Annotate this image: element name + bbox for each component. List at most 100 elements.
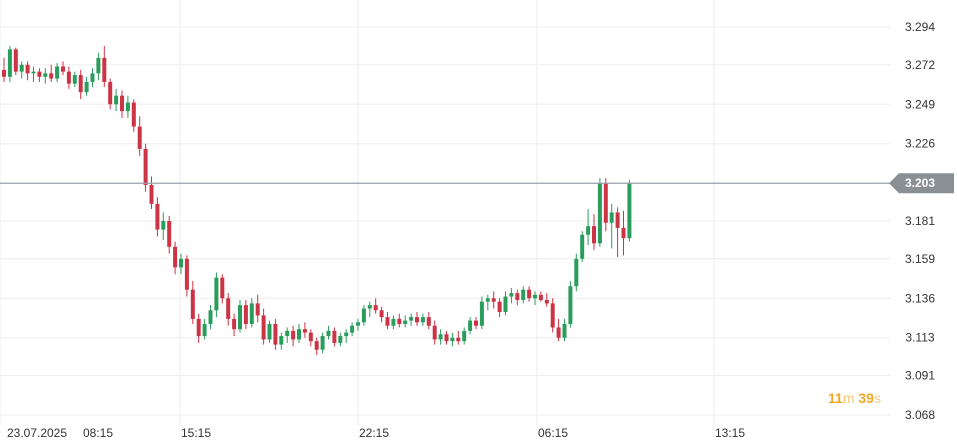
candle-body bbox=[580, 234, 585, 259]
candle-bearish bbox=[308, 329, 313, 347]
candle-body bbox=[397, 318, 402, 325]
candle-body bbox=[25, 64, 30, 74]
candle-bullish bbox=[326, 325, 331, 340]
candle-body bbox=[66, 71, 71, 84]
candle-body bbox=[550, 303, 555, 328]
candle-bearish bbox=[621, 210, 626, 256]
candle-body bbox=[238, 305, 242, 330]
candle-bearish bbox=[397, 313, 402, 328]
candle-body bbox=[332, 330, 337, 343]
candle-body bbox=[120, 95, 124, 112]
candle-bullish bbox=[214, 272, 219, 318]
candle-bearish bbox=[190, 281, 195, 325]
candle-bullish bbox=[90, 68, 95, 88]
candle-body bbox=[344, 332, 349, 337]
candle-bullish bbox=[574, 253, 579, 292]
candle-bearish bbox=[527, 286, 532, 302]
candle-bullish bbox=[114, 88, 119, 112]
candle-bullish bbox=[586, 208, 591, 246]
candle-body bbox=[19, 64, 24, 72]
candle-body bbox=[350, 325, 355, 333]
candle-bullish bbox=[7, 45, 12, 82]
candle-bearish bbox=[291, 325, 296, 347]
candle-body bbox=[114, 95, 119, 105]
candle-bearish bbox=[556, 318, 561, 342]
candle-body bbox=[267, 324, 272, 340]
candle-body bbox=[361, 308, 366, 323]
candle-bullish bbox=[267, 320, 272, 343]
candle-body bbox=[415, 317, 419, 323]
candle-body bbox=[279, 336, 284, 345]
candle-body bbox=[468, 320, 473, 331]
y-tick-label: 3.136 bbox=[905, 291, 935, 305]
candle-body bbox=[220, 277, 225, 299]
candle-body bbox=[243, 305, 248, 325]
candle-body bbox=[255, 303, 260, 316]
candle-body bbox=[184, 258, 189, 290]
candle-body bbox=[574, 258, 579, 287]
candle-body bbox=[409, 317, 414, 321]
y-axis: 3.294 3.272 3.249 3.226 3.181 3.159 3.136 3.113… bbox=[905, 20, 935, 422]
candle-bullish bbox=[468, 317, 473, 335]
candle-body bbox=[627, 183, 632, 239]
candle-body bbox=[308, 332, 313, 342]
candle-countdown: 11m 39s bbox=[828, 390, 881, 406]
candle-bearish bbox=[37, 68, 42, 82]
candle-body bbox=[426, 317, 431, 326]
candle-bearish bbox=[373, 298, 378, 314]
candle-body bbox=[214, 277, 219, 311]
candle-body bbox=[72, 75, 77, 84]
candle-bullish bbox=[438, 329, 443, 345]
candle-body bbox=[503, 296, 508, 312]
candle-body bbox=[491, 298, 496, 302]
candle-body bbox=[450, 337, 455, 342]
candle-bullish bbox=[479, 296, 484, 330]
candle-bullish bbox=[179, 253, 183, 275]
candle-body bbox=[226, 298, 231, 319]
candle-bullish bbox=[485, 294, 490, 311]
candle-body bbox=[43, 73, 48, 77]
candle-body bbox=[190, 289, 195, 319]
candle-bearish bbox=[314, 337, 319, 355]
candle-body bbox=[202, 324, 207, 337]
candle-bullish bbox=[533, 291, 537, 306]
candle-body bbox=[149, 184, 154, 204]
candle-body bbox=[196, 318, 201, 337]
candle-body bbox=[621, 227, 626, 239]
candle-bearish bbox=[13, 47, 18, 76]
candle-bullish bbox=[297, 324, 301, 343]
candle-bearish bbox=[78, 69, 83, 100]
candle-bearish bbox=[167, 215, 172, 254]
candle-body bbox=[108, 81, 113, 105]
candle-bearish bbox=[261, 308, 266, 345]
candle-bullish bbox=[568, 281, 573, 328]
candle-body bbox=[96, 57, 101, 74]
candle-bearish bbox=[550, 298, 555, 333]
candle-body bbox=[385, 317, 390, 326]
y-tick-label: 3.091 bbox=[905, 369, 935, 383]
candle-body bbox=[615, 212, 620, 228]
candle-bearish bbox=[149, 176, 154, 209]
candle-bullish bbox=[609, 203, 614, 249]
candle-bullish bbox=[344, 329, 349, 343]
y-tick-label: 3.294 bbox=[905, 20, 935, 34]
candle-bullish bbox=[450, 332, 455, 347]
candle-body bbox=[143, 148, 148, 185]
candle-bearish bbox=[615, 207, 620, 258]
candle-bearish bbox=[108, 78, 113, 110]
candle-body bbox=[562, 324, 567, 338]
candle-bullish bbox=[509, 287, 514, 304]
y-tick-label: 3.249 bbox=[905, 97, 935, 111]
countdown-seconds: 39 bbox=[858, 390, 874, 406]
candle-body bbox=[55, 66, 60, 79]
candle-body bbox=[544, 299, 549, 304]
candle-body bbox=[533, 294, 537, 299]
candle-bullish bbox=[361, 305, 366, 326]
candle-body bbox=[403, 320, 408, 325]
candle-body bbox=[485, 298, 490, 302]
candle-body bbox=[556, 327, 561, 338]
candle-body bbox=[609, 212, 614, 223]
candle-body bbox=[173, 246, 178, 268]
candle-bullish bbox=[403, 315, 408, 328]
